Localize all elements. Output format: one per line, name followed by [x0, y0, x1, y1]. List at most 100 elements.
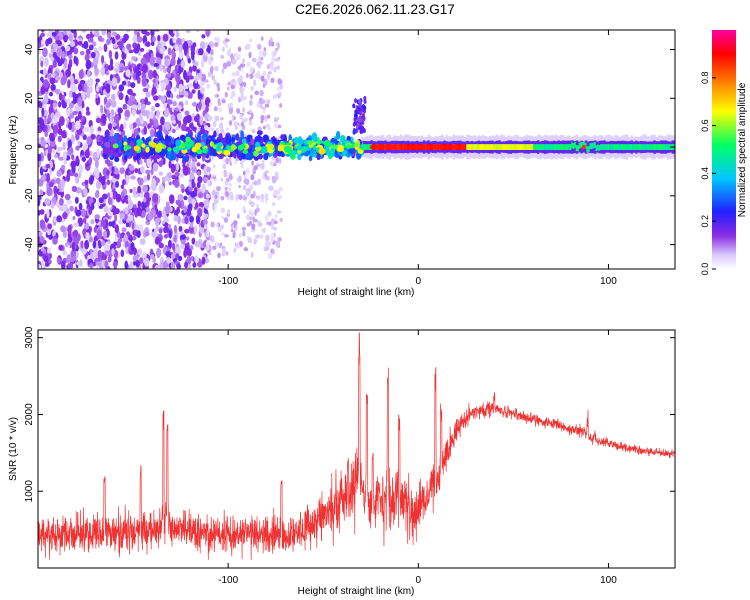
spectrogram-cell	[39, 121, 45, 131]
spectrogram-cell	[200, 124, 205, 132]
spectrogram-cell	[269, 161, 274, 166]
spectrogram-cell	[101, 254, 108, 261]
spectrogram-cell	[40, 32, 46, 38]
spectrogram-cell	[241, 226, 246, 231]
spectrogram-cell	[72, 215, 76, 221]
spectrogram-cell	[68, 121, 73, 131]
spectrogram-cell	[167, 224, 172, 229]
spectrogram-cell	[156, 57, 162, 66]
spectrogram-cell	[207, 194, 211, 199]
spectrogram-cell	[46, 172, 50, 183]
spectrogram-cell	[124, 260, 129, 269]
spectrogram-cell	[185, 133, 191, 138]
spectrogram-cell	[122, 37, 127, 44]
snr-x-tick-label: 0	[416, 575, 422, 586]
spectrogram-cell	[557, 144, 560, 150]
spectrogram-cell	[204, 257, 210, 264]
spectrogram-cell	[72, 229, 79, 238]
spectrogram-cell	[164, 234, 168, 239]
spectrogram-cell	[667, 144, 669, 150]
spectrogram-cell	[364, 144, 367, 150]
spectrogram-cell	[77, 217, 84, 227]
spectrogram-cell	[47, 247, 52, 254]
spectrogram-cell	[107, 32, 112, 40]
spectrogram-cell	[122, 121, 127, 130]
spectrogram-cell	[54, 116, 58, 124]
spectrogram-cell	[102, 230, 108, 240]
spectrogram-cell	[633, 144, 636, 150]
spectrogram-cell	[176, 112, 183, 121]
spectrogram-cell	[173, 224, 178, 234]
spectrogram-x-label: Height of straight line (km)	[298, 287, 415, 298]
spectrogram-cell	[67, 23, 71, 30]
spectrogram-cell	[275, 157, 280, 164]
spectrogram-cell	[85, 48, 91, 55]
spectrogram-cell	[145, 41, 151, 47]
spectrogram-cell	[267, 148, 274, 154]
spectrogram-cell	[228, 102, 233, 108]
spectrogram-cell	[131, 207, 135, 213]
spectrogram-cell	[367, 144, 370, 150]
spectrogram-cell	[510, 144, 513, 150]
spectrogram-cell	[210, 65, 214, 72]
spectrogram-cell	[84, 53, 90, 62]
spectrogram-cell	[43, 109, 49, 117]
spectrogram-cell	[270, 232, 275, 238]
spectrogram-cell	[214, 194, 218, 199]
spectrogram-cell	[265, 175, 270, 181]
spectrogram-cell	[43, 117, 48, 126]
spectrogram-cell	[167, 147, 172, 152]
spectrogram-cell	[123, 144, 128, 152]
spectrogram-cell	[56, 257, 61, 264]
spectrogram-cell	[134, 168, 139, 174]
spectrogram-cell	[358, 102, 362, 108]
spectrogram-cell	[178, 44, 183, 53]
spectrogram-cell	[171, 166, 176, 173]
spectrogram-cell	[464, 144, 467, 150]
spectrogram-cell	[163, 67, 167, 74]
spectrogram-cell	[151, 231, 155, 237]
spectrogram-cell	[189, 171, 195, 181]
spectrogram-cell	[197, 89, 201, 100]
spectrogram-cell	[89, 174, 95, 183]
spectrogram-cell	[131, 56, 137, 61]
spectrogram-cell	[179, 134, 186, 141]
spectrogram-cell	[61, 50, 65, 59]
spectrogram-cell	[225, 251, 229, 256]
spectrogram-cell	[190, 190, 196, 198]
spectrogram-cell	[196, 149, 203, 155]
spectrogram-cell	[540, 144, 543, 150]
spectrogram-cell	[225, 157, 230, 165]
spectrogram-cell	[236, 107, 241, 115]
spectrogram-cell	[191, 178, 195, 189]
spectrogram-cell	[124, 155, 128, 161]
spectrogram-cell	[639, 144, 642, 150]
spectrogram-cell	[221, 68, 225, 74]
spectrogram-cell	[182, 41, 189, 52]
spectrogram-cell	[265, 234, 270, 242]
spectrogram-cell	[175, 139, 182, 147]
spectrogram-cell	[273, 122, 279, 129]
spectrogram-cell	[191, 237, 196, 245]
spectrogram-cell	[191, 161, 196, 168]
spectrogram-cell	[103, 205, 109, 213]
spectrogram-cell	[306, 140, 313, 145]
spectrogram-cell	[571, 142, 573, 149]
spectrogram-cell	[84, 179, 89, 185]
spectrogram-cell	[69, 205, 74, 212]
spectrogram-cell	[238, 194, 243, 200]
spectrogram-cell	[159, 63, 163, 72]
spectrogram-cell	[308, 155, 313, 162]
spectrogram-cell	[128, 49, 134, 54]
spectrogram-cell	[95, 266, 99, 269]
spectrogram-cell	[219, 122, 224, 130]
spectrogram-cell	[460, 145, 465, 150]
spectrogram-cell	[192, 262, 197, 268]
spectrogram-cell	[170, 57, 176, 67]
spectrogram-cell	[392, 145, 397, 150]
snr-panel: -100 0 100 1000 2000 3000 Height of straight…	[8, 326, 676, 597]
colorbar-gradient	[712, 30, 736, 269]
spectrogram-cell	[51, 31, 57, 37]
spectrogram-cell	[52, 237, 58, 245]
spectrogram-cell	[148, 69, 154, 80]
